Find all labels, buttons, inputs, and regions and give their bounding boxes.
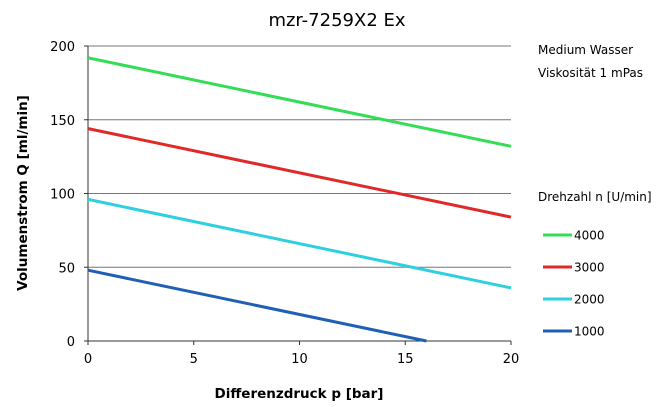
x-tick-label: 0: [84, 352, 92, 367]
legend-title: Drehzahl n [U/min]: [538, 190, 652, 204]
legend-label: 2000: [574, 293, 605, 307]
series-line-4000: [87, 56, 512, 148]
x-tick-label: 10: [291, 352, 308, 367]
legend: 4000 3000 2000 1000: [543, 229, 605, 339]
x-tick-label: 5: [190, 352, 198, 367]
y-tick-label: 0: [67, 335, 75, 350]
x-axis-label: Differenzdruck p [bar]: [215, 386, 384, 402]
x-tick-labels: 0 5 10 15 20: [84, 341, 519, 367]
chart-title: mzr-7259X2 Ex: [268, 10, 405, 31]
y-tick-label: 150: [50, 114, 75, 129]
x-tick-label: 20: [503, 352, 520, 367]
x-tick-label: 15: [397, 352, 414, 367]
legend-label: 4000: [574, 229, 605, 243]
legend-label: 3000: [574, 261, 605, 275]
series-lines: [87, 56, 512, 343]
y-tick-label: 100: [50, 188, 75, 203]
y-tick-labels: 0 50 100 150 200: [50, 40, 88, 350]
series-line-3000: [87, 127, 512, 219]
y-axis-label: Volumenstrom Q [ml/min]: [15, 95, 31, 291]
y-tick-label: 50: [58, 261, 75, 276]
y-tick-label: 200: [50, 40, 75, 55]
series-line-1000: [87, 268, 427, 343]
annotation-medium: Medium Wasser: [538, 43, 633, 57]
annotation-viscosity: Viskosität 1 mPas: [538, 66, 643, 80]
legend-label: 1000: [574, 325, 605, 339]
gridlines: [88, 45, 511, 268]
series-line-2000: [87, 197, 512, 290]
